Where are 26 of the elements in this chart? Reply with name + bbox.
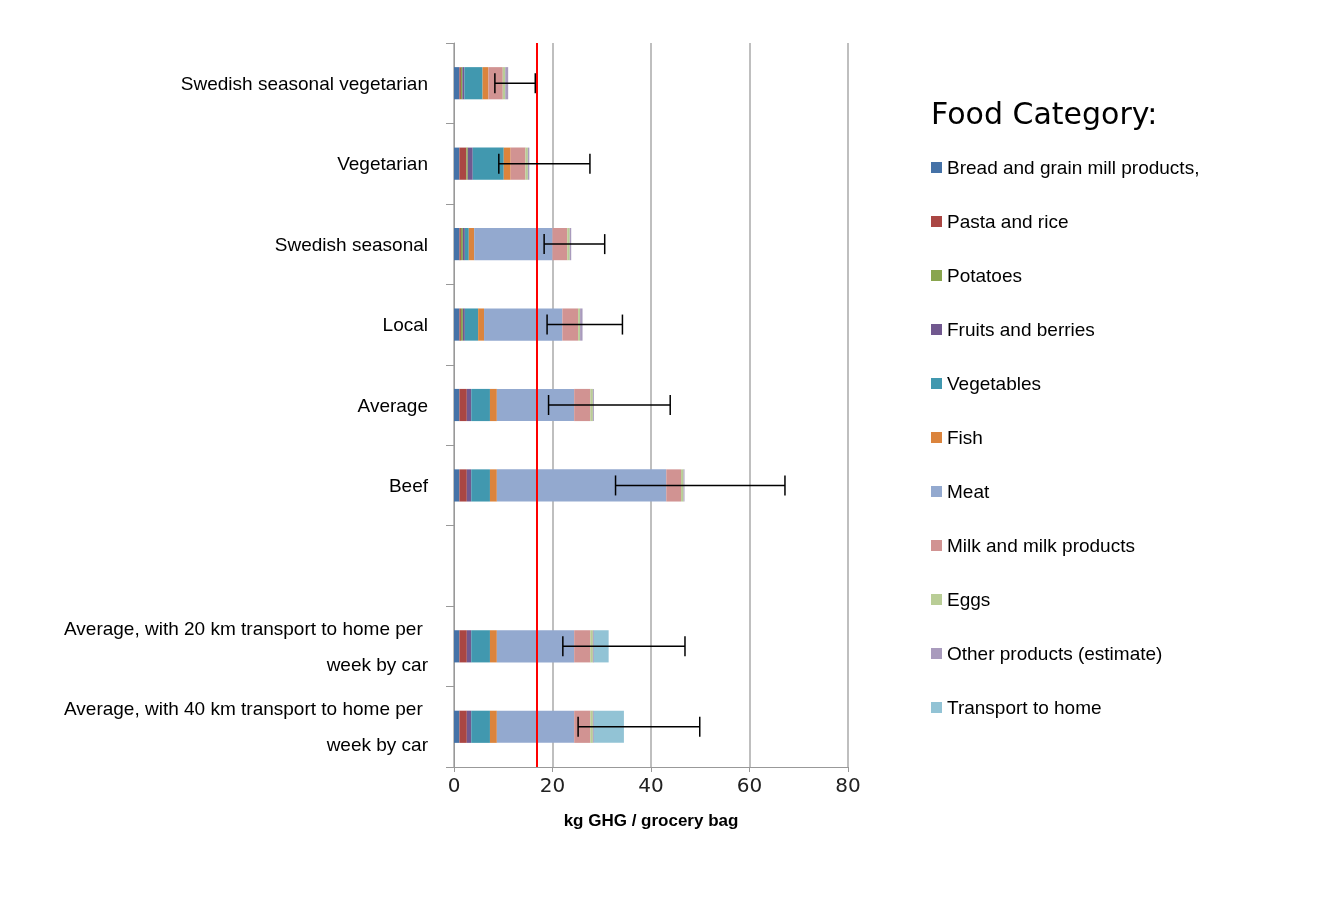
y-tick-label: Average, with 40 km transport to home per week by car — [64, 698, 429, 756]
x-tick-label: 80 — [835, 773, 861, 797]
legend-title: Food Category: — [931, 95, 1158, 131]
legend-label: Transport to home — [947, 697, 1102, 718]
y-tick-label: Average, with 20 km transport to home per week by car — [64, 617, 429, 675]
legend-label: Bread and grain mill products, — [947, 157, 1200, 178]
x-axis-title: kg GHG / grocery bag — [563, 811, 739, 830]
y-tick-label: Average — [357, 394, 428, 416]
legend-label: Meat — [947, 481, 990, 502]
x-tick-label: 0 — [447, 773, 461, 797]
legend-label: Milk and milk products — [947, 535, 1135, 556]
x-tick-label: 60 — [736, 773, 763, 797]
legend-label: Fruits and berries — [947, 319, 1095, 340]
legend-label: Vegetables — [947, 373, 1042, 394]
legend-label: Potatoes — [947, 265, 1022, 286]
y-tick-label: Local — [382, 314, 428, 336]
x-tick-label: 20 — [539, 773, 566, 797]
legend-label: Fish — [947, 427, 983, 448]
y-tick-label: Beef — [388, 474, 429, 496]
y-tick-label: Swedish seasonal — [274, 233, 428, 255]
legend-label: Pasta and rice — [947, 211, 1069, 232]
x-tick-label: 40 — [638, 773, 664, 797]
legend-label: Other products (estimate) — [947, 643, 1163, 664]
y-tick-label: Vegetarian — [337, 153, 428, 175]
y-tick-label: Swedish seasonal vegetarian — [180, 72, 428, 94]
legend-label: Eggs — [947, 589, 991, 610]
